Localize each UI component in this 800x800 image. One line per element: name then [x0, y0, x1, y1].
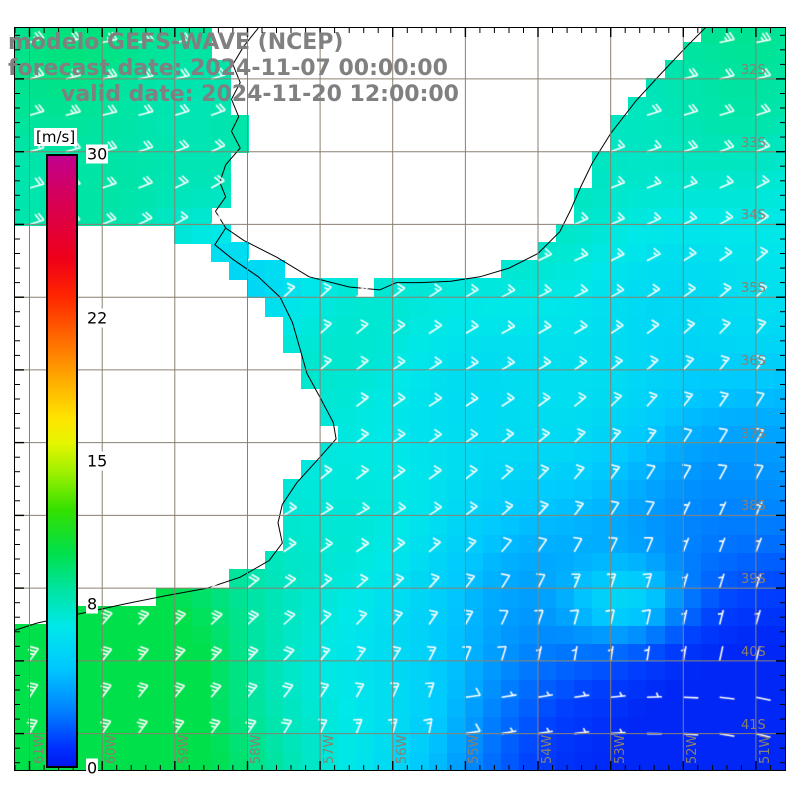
lon-label-58w: 58W	[249, 734, 265, 764]
lon-label-61w: 61W	[31, 734, 47, 764]
colorbar-tick-8: 8	[86, 594, 99, 614]
lon-label-54w: 54W	[540, 734, 556, 764]
lat-label-36s: 36S	[741, 353, 766, 369]
graticule-grid	[15, 28, 785, 770]
map-plot-frame	[14, 27, 786, 771]
lon-label-56w: 56W	[394, 734, 410, 764]
lat-label-41s: 41S	[741, 717, 766, 733]
lon-label-55w: 55W	[467, 734, 483, 764]
lon-label-52w: 52W	[685, 734, 701, 764]
lon-label-53w: 53W	[612, 734, 628, 764]
colorbar-tick-0: 0	[86, 758, 99, 778]
lon-label-51w: 51W	[757, 734, 773, 764]
colorbar-tick-22: 22	[86, 308, 109, 328]
lat-label-37s: 37S	[741, 426, 766, 442]
lat-label-33s: 33S	[741, 135, 766, 151]
lat-label-32s: 32S	[741, 62, 766, 78]
lat-label-39s: 39S	[741, 572, 766, 588]
colorbar-tick-15: 15	[86, 451, 109, 471]
lon-label-57w: 57W	[322, 734, 338, 764]
map-clip-area	[15, 28, 785, 770]
lon-label-60w: 60W	[104, 734, 120, 764]
lat-label-38s: 38S	[741, 499, 766, 515]
colorbar: [m/s] 30 22 15 8 0	[34, 128, 109, 778]
lat-label-34s: 34S	[741, 208, 766, 224]
colorbar-units-label: [m/s]	[34, 128, 78, 146]
lon-label-59w: 59W	[176, 734, 192, 764]
lat-label-35s: 35S	[741, 281, 766, 297]
colorbar-gradient	[46, 154, 78, 768]
colorbar-tick-30: 30	[86, 144, 109, 164]
lat-label-40s: 40S	[741, 644, 766, 660]
